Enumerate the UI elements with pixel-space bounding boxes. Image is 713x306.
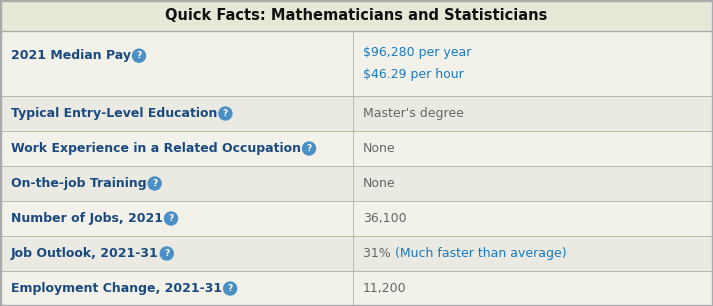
Circle shape (148, 177, 161, 190)
Circle shape (219, 107, 232, 120)
Text: 31%: 31% (363, 247, 395, 260)
Text: (Much faster than average): (Much faster than average) (395, 247, 566, 260)
Text: ?: ? (227, 284, 232, 293)
FancyBboxPatch shape (1, 271, 712, 306)
FancyBboxPatch shape (1, 236, 712, 271)
FancyBboxPatch shape (1, 166, 712, 201)
Text: None: None (363, 177, 396, 190)
FancyBboxPatch shape (1, 1, 712, 31)
Circle shape (302, 142, 315, 155)
FancyBboxPatch shape (1, 201, 712, 236)
Text: On-the-job Training: On-the-job Training (11, 177, 147, 190)
Text: 36,100: 36,100 (363, 212, 406, 225)
Text: ?: ? (136, 51, 142, 60)
FancyBboxPatch shape (1, 96, 712, 131)
Text: Employment Change, 2021-31: Employment Change, 2021-31 (11, 282, 222, 295)
Circle shape (133, 49, 145, 62)
Text: $96,280 per year: $96,280 per year (363, 46, 471, 59)
FancyBboxPatch shape (1, 31, 712, 96)
Text: ?: ? (168, 214, 174, 223)
Text: Number of Jobs, 2021: Number of Jobs, 2021 (11, 212, 163, 225)
Text: Quick Facts: Mathematicians and Statisticians: Quick Facts: Mathematicians and Statisti… (165, 9, 548, 24)
Text: None: None (363, 142, 396, 155)
Text: 2021 Median Pay: 2021 Median Pay (11, 49, 131, 62)
Text: $46.29 per hour: $46.29 per hour (363, 68, 463, 81)
Text: ?: ? (307, 144, 312, 153)
Circle shape (160, 247, 173, 260)
Circle shape (165, 212, 178, 225)
Text: Job Outlook, 2021-31: Job Outlook, 2021-31 (11, 247, 159, 260)
Text: Master's degree: Master's degree (363, 107, 464, 120)
Text: ?: ? (222, 109, 228, 118)
Text: ?: ? (152, 179, 158, 188)
Text: 11,200: 11,200 (363, 282, 406, 295)
Text: Typical Entry-Level Education: Typical Entry-Level Education (11, 107, 217, 120)
Circle shape (224, 282, 237, 295)
Text: Work Experience in a Related Occupation: Work Experience in a Related Occupation (11, 142, 301, 155)
FancyBboxPatch shape (1, 131, 712, 166)
Text: ?: ? (164, 249, 170, 258)
